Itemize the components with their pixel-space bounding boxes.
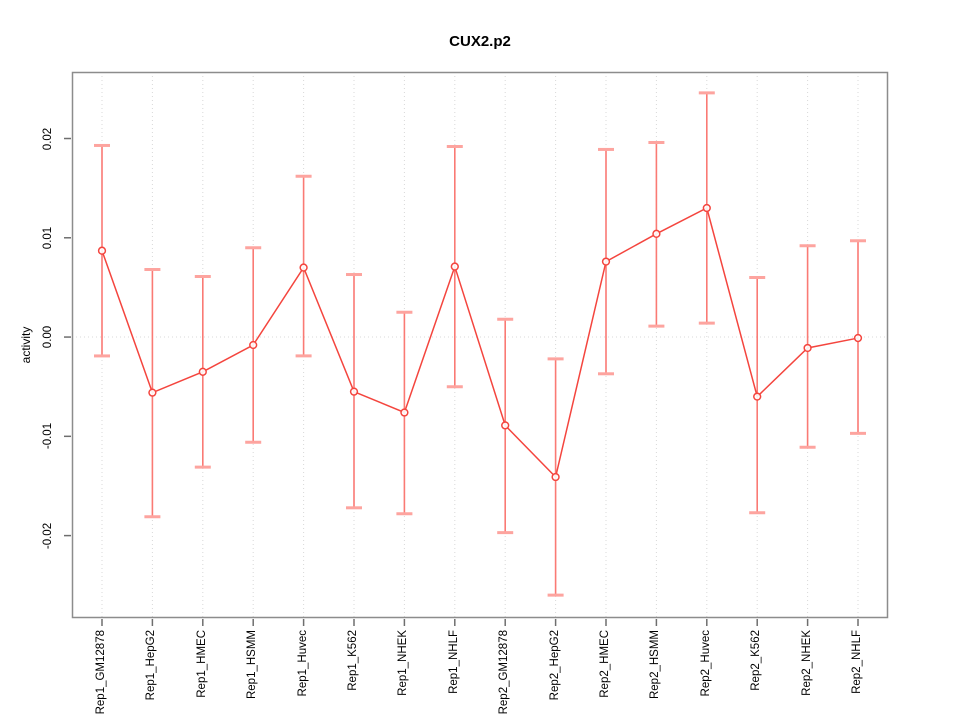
chart-title: CUX2.p2 [449, 33, 511, 50]
plot-frame [71, 71, 889, 619]
x-tick-label: Rep1_K562 [347, 630, 359, 691]
x-tick-label: Rep2_HMEC [599, 630, 611, 698]
x-tick-label: Rep2_NHLF [851, 630, 863, 694]
data-point [853, 333, 863, 343]
y-tick-label: 0.02 [42, 127, 54, 150]
data-point [148, 388, 157, 397]
x-tick-label: Rep1_GM12878 [95, 630, 107, 715]
x-tick-label: Rep2_NHEK [800, 630, 813, 696]
data-point [702, 203, 711, 213]
y-axis-title-label: activity [19, 326, 33, 364]
chart-plot [64, 71, 889, 626]
data-point [601, 257, 611, 266]
data-point [753, 392, 762, 401]
x-tick-label: Rep1_HepG2 [145, 630, 158, 701]
x-tick-label: Rep2_K562 [750, 630, 763, 691]
data-point [349, 387, 359, 396]
y-tick-label: 0.01 [42, 226, 54, 249]
x-tick-label: Rep1_HMEC [195, 630, 208, 698]
series-line [101, 206, 859, 479]
data-point [299, 263, 308, 272]
data-point [97, 246, 107, 255]
data-point [450, 262, 459, 271]
x-tick-label: Rep1_Huvec [296, 630, 309, 697]
data-point [249, 340, 258, 350]
data-point [652, 229, 661, 238]
x-tick-label: Rep2_HSMM [649, 630, 662, 700]
y-tick-label: -0.02 [42, 522, 54, 549]
data-point [198, 367, 207, 376]
y-tick-label: -0.01 [42, 423, 54, 450]
x-tick-label: Rep1_HSMM [246, 630, 259, 700]
plot-area [64, 71, 889, 626]
x-tick-label: Rep1_NHEK [397, 630, 410, 696]
x-tick-label: Rep2_HepG2 [548, 630, 561, 701]
data-point [551, 472, 560, 482]
x-tick-label: Rep2_GM12878 [498, 630, 511, 715]
data-point [501, 421, 510, 430]
x-tick-label: Rep1_NHLF [447, 630, 460, 694]
data-point [400, 408, 409, 417]
y-tick-label: 0.00 [42, 325, 54, 349]
data-point [803, 343, 812, 353]
x-tick-label: Rep2_Huvec [699, 630, 712, 697]
